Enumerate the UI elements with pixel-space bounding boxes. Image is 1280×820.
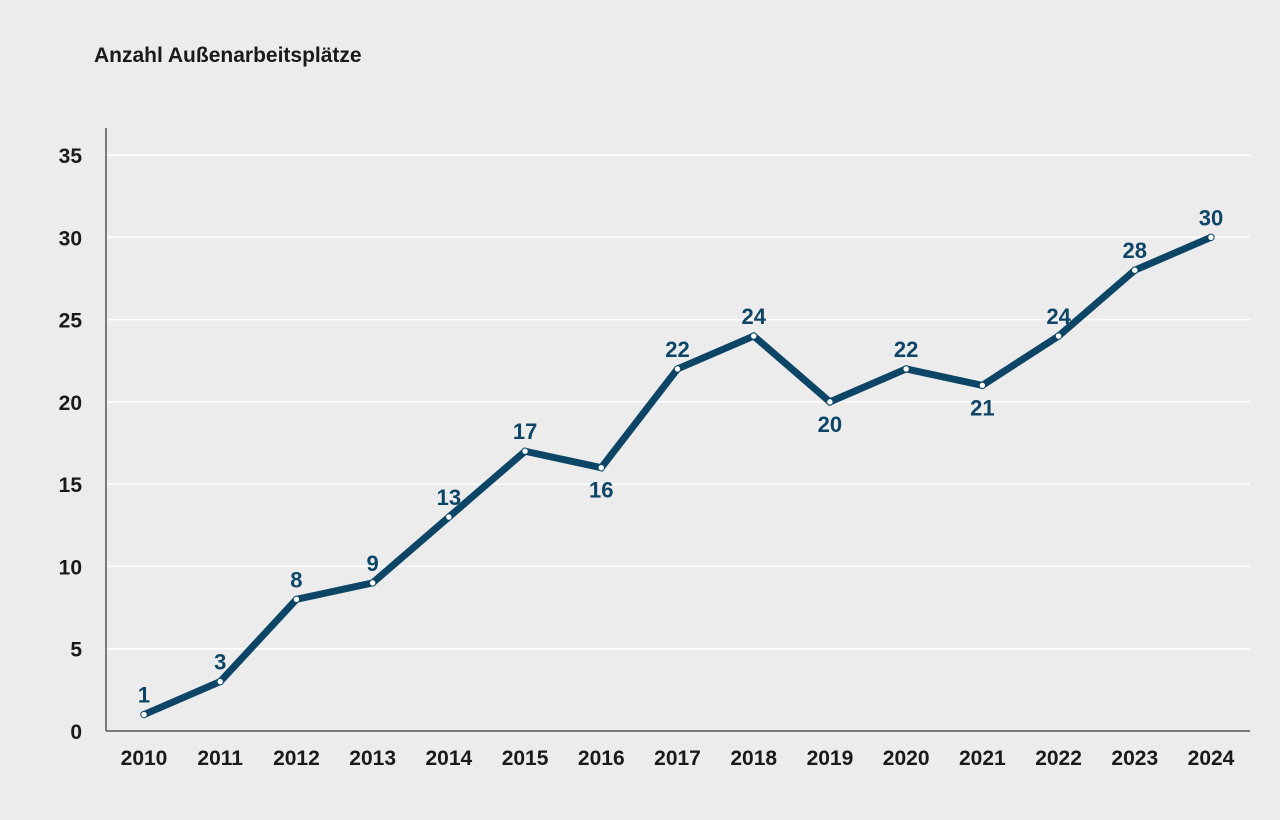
- data-point: [902, 365, 910, 373]
- data-point: [292, 595, 301, 604]
- data-point: [216, 677, 224, 686]
- x-tick-label: 2019: [807, 747, 854, 770]
- x-tick-label: 2011: [197, 747, 243, 770]
- x-tick-label: 2021: [959, 747, 1006, 770]
- x-tick-label: 2017: [654, 747, 701, 770]
- data-point: [140, 710, 148, 719]
- x-tick-label: 2024: [1188, 747, 1235, 770]
- data-point: [978, 381, 987, 390]
- x-tick-label: 2010: [121, 747, 168, 770]
- data-point: [1054, 332, 1063, 340]
- data-label: 1: [138, 683, 150, 708]
- x-tick-label: 2014: [425, 747, 472, 770]
- x-tick-label: 2018: [730, 747, 777, 770]
- data-label: 30: [1199, 205, 1223, 230]
- data-point: [826, 398, 834, 406]
- x-tick-label: 2015: [502, 747, 549, 770]
- data-point: [673, 365, 682, 373]
- y-tick-label: 25: [59, 310, 83, 333]
- data-label: 28: [1123, 238, 1147, 263]
- data-point: [1131, 266, 1139, 274]
- x-tick-label: 2020: [883, 747, 930, 770]
- data-label: 20: [818, 412, 842, 437]
- data-label: 3: [214, 650, 226, 675]
- x-tick-label: 2013: [349, 747, 396, 770]
- y-tick-label: 20: [59, 392, 82, 415]
- gridlines: [106, 154, 1250, 650]
- data-point: [1207, 233, 1215, 241]
- data-label: 17: [513, 419, 537, 444]
- y-tick-label: 35: [59, 145, 83, 168]
- x-tick-label: 2023: [1111, 747, 1158, 770]
- data-point: [521, 447, 529, 455]
- data-point: [750, 332, 758, 340]
- data-label: 22: [665, 337, 689, 362]
- x-tick-label: 2012: [273, 747, 320, 770]
- data-label: 13: [437, 485, 461, 510]
- y-tick-label: 10: [59, 556, 82, 579]
- data-label: 24: [1046, 304, 1071, 329]
- data-label: 22: [894, 337, 918, 362]
- data-label: 21: [970, 395, 994, 420]
- data-label: 9: [367, 551, 379, 576]
- data-label: 8: [290, 567, 302, 592]
- chart-title: Anzahl Außenarbeitsplätze: [94, 44, 362, 67]
- y-tick-label: 5: [70, 639, 82, 662]
- x-tick-label: 2022: [1035, 747, 1082, 770]
- series-layer: [140, 233, 1215, 719]
- data-point: [368, 579, 377, 587]
- data-point: [445, 513, 453, 521]
- data-point: [597, 463, 605, 472]
- y-tick-label: 30: [59, 227, 82, 250]
- data-label: 24: [741, 304, 766, 329]
- data-label: 16: [589, 478, 613, 503]
- y-tick-label: 15: [59, 474, 83, 497]
- x-tick-label: 2016: [578, 747, 625, 770]
- y-tick-label: 0: [70, 721, 82, 744]
